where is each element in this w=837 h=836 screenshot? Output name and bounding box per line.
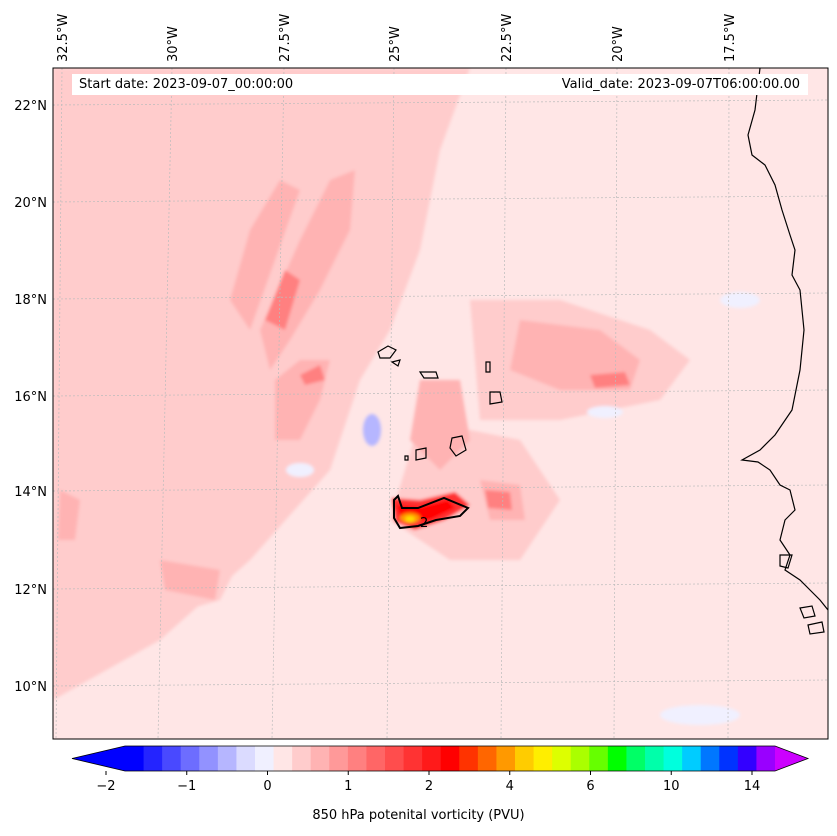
pv-2-contour	[393, 494, 470, 530]
colorbar-segment	[663, 746, 683, 771]
lat-label: 18°N	[14, 293, 47, 308]
colorbar-segment	[700, 746, 720, 771]
colorbar: −2 −1 0 1 2 4 6 10 14	[71, 745, 810, 794]
colorbar-segment	[217, 746, 237, 771]
colorbar-segment	[236, 746, 256, 771]
colorbar-segment	[737, 746, 757, 771]
colorbar-segment	[515, 746, 535, 771]
colorbar-outline	[71, 745, 810, 772]
colorbar-under-extend	[72, 746, 125, 771]
contour-label: 2	[420, 516, 428, 531]
colorbar-segment	[310, 746, 330, 771]
colorbar-segment	[626, 746, 646, 771]
lon-label: 27.5°W	[278, 14, 293, 62]
colorbar-segment	[329, 746, 349, 771]
colorbar-segment	[366, 746, 386, 771]
lat-label: 22°N	[14, 99, 47, 114]
lat-label: 20°N	[14, 196, 47, 211]
lon-labels: 32.5°W 30°W 27.5°W 25°W 22.5°W 20°W 17.5…	[56, 14, 738, 62]
lat-label: 14°N	[14, 485, 47, 500]
gridlines	[53, 68, 828, 739]
lon-label: 22.5°W	[500, 14, 515, 62]
colorbar-tick-label: 4	[506, 779, 514, 794]
colorbar-segment	[385, 746, 405, 771]
colorbar-tick-label: 10	[663, 779, 680, 794]
colorbar-over-extend	[775, 746, 808, 771]
colorbar-tick-label: 14	[744, 779, 761, 794]
colorbar-segment	[645, 746, 665, 771]
colorbar-segment	[552, 746, 572, 771]
colorbar-segment	[496, 746, 516, 771]
lat-labels: 22°N 20°N 18°N 16°N 14°N 12°N 10°N	[14, 99, 47, 695]
colorbar-segment	[273, 746, 293, 771]
colorbar-segment	[570, 746, 590, 771]
colorbar-segment	[440, 746, 460, 771]
colorbar-tick-label: −1	[177, 779, 196, 794]
colorbar-segment	[143, 746, 163, 771]
colorbar-segment	[347, 746, 367, 771]
lon-label: 30°W	[166, 26, 181, 62]
start-date: Start date: 2023-09-07_00:00:00	[79, 77, 294, 92]
colorbar-segment	[459, 746, 479, 771]
colorbar-segment	[255, 746, 275, 771]
colorbar-segment	[125, 746, 145, 771]
valid-date: Valid_date: 2023-09-07T06:00:00.00	[561, 77, 800, 92]
colorbar-segment	[589, 746, 609, 771]
colorbar-segment	[682, 746, 702, 771]
colorbar-segment	[533, 746, 553, 771]
colorbar-tick-label: 1	[344, 779, 352, 794]
colorbar-tick-label: 6	[586, 779, 594, 794]
colorbar-segment	[756, 746, 776, 771]
colorbar-segment	[162, 746, 182, 771]
colorbar-segment	[477, 746, 497, 771]
colorbar-segment	[180, 746, 200, 771]
lon-label: 25°W	[388, 26, 403, 62]
lon-label: 17.5°W	[723, 14, 738, 62]
pv-field: 2	[53, 68, 828, 739]
colorbar-segment	[403, 746, 423, 771]
colorbar-segment	[422, 746, 442, 771]
colorbar-title: 850 hPa potenital vorticity (PVU)	[312, 808, 525, 823]
coastlines	[377, 68, 828, 635]
colorbar-tick-label: −2	[96, 779, 115, 794]
colorbar-segment	[292, 746, 312, 771]
colorbar-tick-label: 0	[263, 779, 271, 794]
colorbar-segment	[607, 746, 627, 771]
colorbar-segment	[719, 746, 739, 771]
colorbar-tick-label: 2	[425, 779, 433, 794]
lon-label: 32.5°W	[56, 14, 71, 62]
map-frame	[52, 67, 829, 740]
colorbar-segment	[199, 746, 219, 771]
lon-label: 20°W	[611, 26, 626, 62]
lat-label: 16°N	[14, 390, 47, 405]
lat-label: 10°N	[14, 680, 47, 695]
date-banner: Start date: 2023-09-07_00:00:00 Valid_da…	[72, 74, 808, 95]
lat-label: 12°N	[14, 583, 47, 598]
